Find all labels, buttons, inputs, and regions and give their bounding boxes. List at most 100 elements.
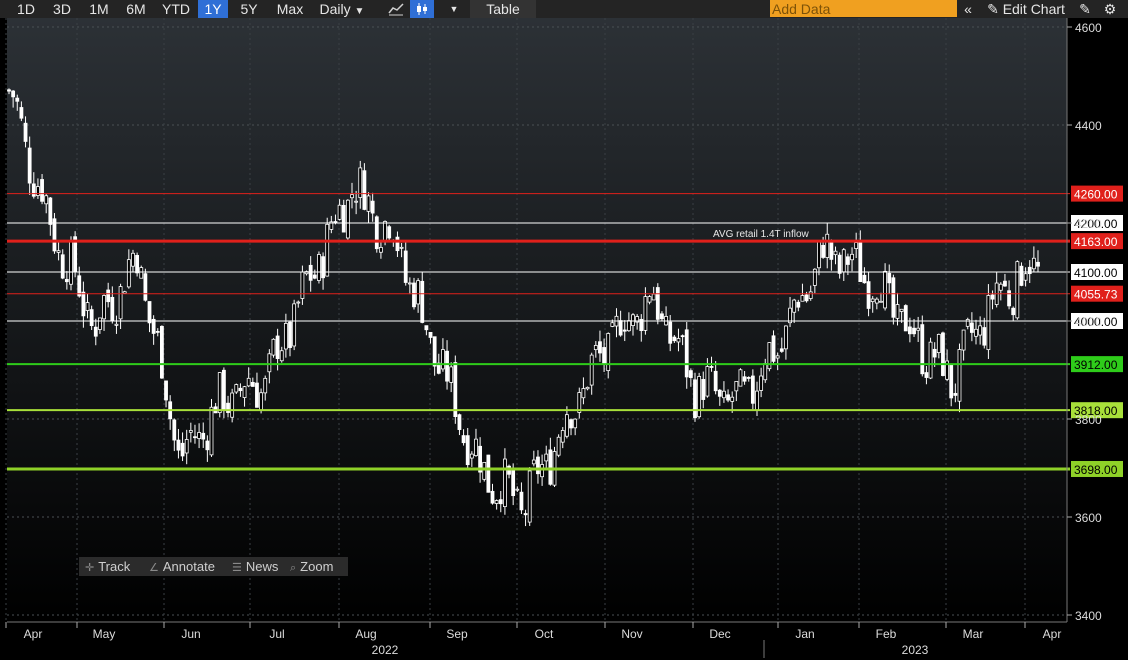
y-tick-label: 4000	[1075, 315, 1102, 329]
candle-body	[978, 325, 983, 336]
interval-dropdown[interactable]: Daily ▼	[311, 0, 373, 18]
pencil-icon: ✎	[987, 1, 999, 17]
candle-body	[635, 316, 640, 323]
candle-body	[866, 281, 871, 309]
level-label: 3698.00	[1074, 463, 1118, 477]
period-button-max[interactable]: Max	[276, 1, 304, 17]
level-label-box	[1071, 233, 1123, 250]
candle-body	[602, 347, 606, 364]
zoom-tool[interactable]: ⌕ Zoom	[290, 557, 333, 578]
annotate-label: Annotate	[162, 559, 215, 574]
annotate-tool[interactable]: ∠ Annotate	[149, 557, 215, 578]
level-label-box	[1071, 264, 1123, 280]
zoom-icon: ⌕	[290, 562, 297, 574]
candle-body	[1007, 290, 1011, 307]
period-button-ytd[interactable]: YTD	[162, 1, 190, 17]
x-axis-band	[0, 622, 1128, 660]
add-data-input[interactable]	[770, 0, 957, 17]
year-label: 2023	[902, 643, 929, 657]
period-button-1y[interactable]: 1Y	[198, 0, 228, 18]
candle-body	[870, 298, 875, 303]
track-label: Track	[98, 559, 131, 574]
candle-body	[792, 299, 797, 313]
line-chart-icon[interactable]	[382, 0, 410, 18]
candle-body	[52, 218, 57, 252]
price-chart: 4260.00 4200.00 4163.00 4100.00 4055.73 4000.…	[0, 18, 1128, 660]
candle-body	[420, 280, 425, 323]
candle-body	[928, 341, 933, 379]
candle-body	[275, 335, 280, 359]
y-tick-label: 3400	[1075, 609, 1102, 623]
candle-body	[610, 322, 615, 327]
period-button-1m[interactable]: 1M	[89, 1, 109, 17]
candle-body	[986, 295, 991, 351]
table-button[interactable]: Table	[470, 0, 536, 18]
edit-chart-button[interactable]: ✎ Edit Chart	[983, 0, 1069, 18]
y-tick-label: 3600	[1075, 511, 1102, 525]
candle-body	[494, 500, 499, 504]
candle-body	[445, 350, 449, 382]
settings-gear-icon[interactable]: ⚙	[1103, 1, 1117, 17]
candles	[7, 88, 1040, 527]
candle-body	[858, 242, 863, 282]
period-button-5y[interactable]: 5Y	[240, 1, 258, 17]
candle-body	[965, 319, 970, 327]
news-tool[interactable]: ☰ News	[232, 557, 278, 578]
candle-body	[238, 387, 243, 392]
candle-body	[453, 362, 458, 418]
candle-body	[27, 147, 32, 184]
candlestick-icon[interactable]	[410, 0, 434, 18]
candle-body	[193, 436, 197, 439]
candle-body	[147, 301, 152, 324]
x-tick-label: May	[93, 627, 116, 641]
candle-body	[709, 366, 714, 368]
edit-icon[interactable]: ✎	[1079, 1, 1091, 17]
level-label-box	[1071, 402, 1123, 419]
candle-body	[912, 327, 916, 335]
candle-body	[486, 454, 491, 493]
level-label: 4260.00	[1074, 188, 1118, 202]
candle-body	[974, 328, 978, 337]
candle-body	[201, 432, 206, 440]
candle-body	[903, 305, 908, 332]
collapse-icon[interactable]: «	[964, 1, 972, 17]
candle-body	[85, 302, 90, 311]
chart-type-arrow-icon[interactable]: ▼	[449, 4, 459, 14]
candle-body	[242, 386, 247, 398]
candle-body	[329, 221, 334, 230]
candle-body	[424, 325, 429, 331]
candle-body	[143, 273, 148, 301]
period-button-6m[interactable]: 6M	[126, 1, 146, 17]
candle-body	[821, 244, 826, 258]
candle-body	[358, 167, 363, 198]
candle-body	[746, 377, 751, 379]
candle-body	[924, 372, 929, 378]
level-label-box	[1071, 313, 1123, 329]
level-lines: 4260.00 4200.00 4163.00 4100.00 4055.73 4000.…	[7, 185, 1123, 477]
candle-body	[110, 296, 115, 321]
candle-body	[176, 439, 181, 451]
candle-body	[676, 338, 681, 343]
candle-body	[784, 325, 788, 350]
candle-body	[738, 369, 743, 387]
candle-body	[1011, 307, 1016, 316]
period-button-3d[interactable]: 3D	[53, 1, 71, 17]
candle-body	[771, 335, 776, 362]
candle-body	[540, 464, 544, 478]
candle-body	[184, 439, 189, 454]
candle-body	[606, 333, 611, 372]
candle-body	[296, 301, 301, 304]
annotate-icon: ∠	[149, 562, 159, 574]
candle-body	[916, 327, 921, 331]
track-tool[interactable]: ✛ Track	[85, 557, 130, 578]
period-button-1d[interactable]: 1D	[17, 1, 35, 17]
candle-body	[755, 390, 759, 411]
candle-body	[403, 250, 408, 283]
candle-body	[354, 200, 359, 203]
candle-body	[577, 392, 582, 413]
candle-body	[412, 282, 416, 308]
candle-body	[267, 353, 272, 373]
candle-body	[474, 438, 478, 457]
candle-body	[114, 323, 119, 326]
candle-body	[1019, 265, 1024, 286]
